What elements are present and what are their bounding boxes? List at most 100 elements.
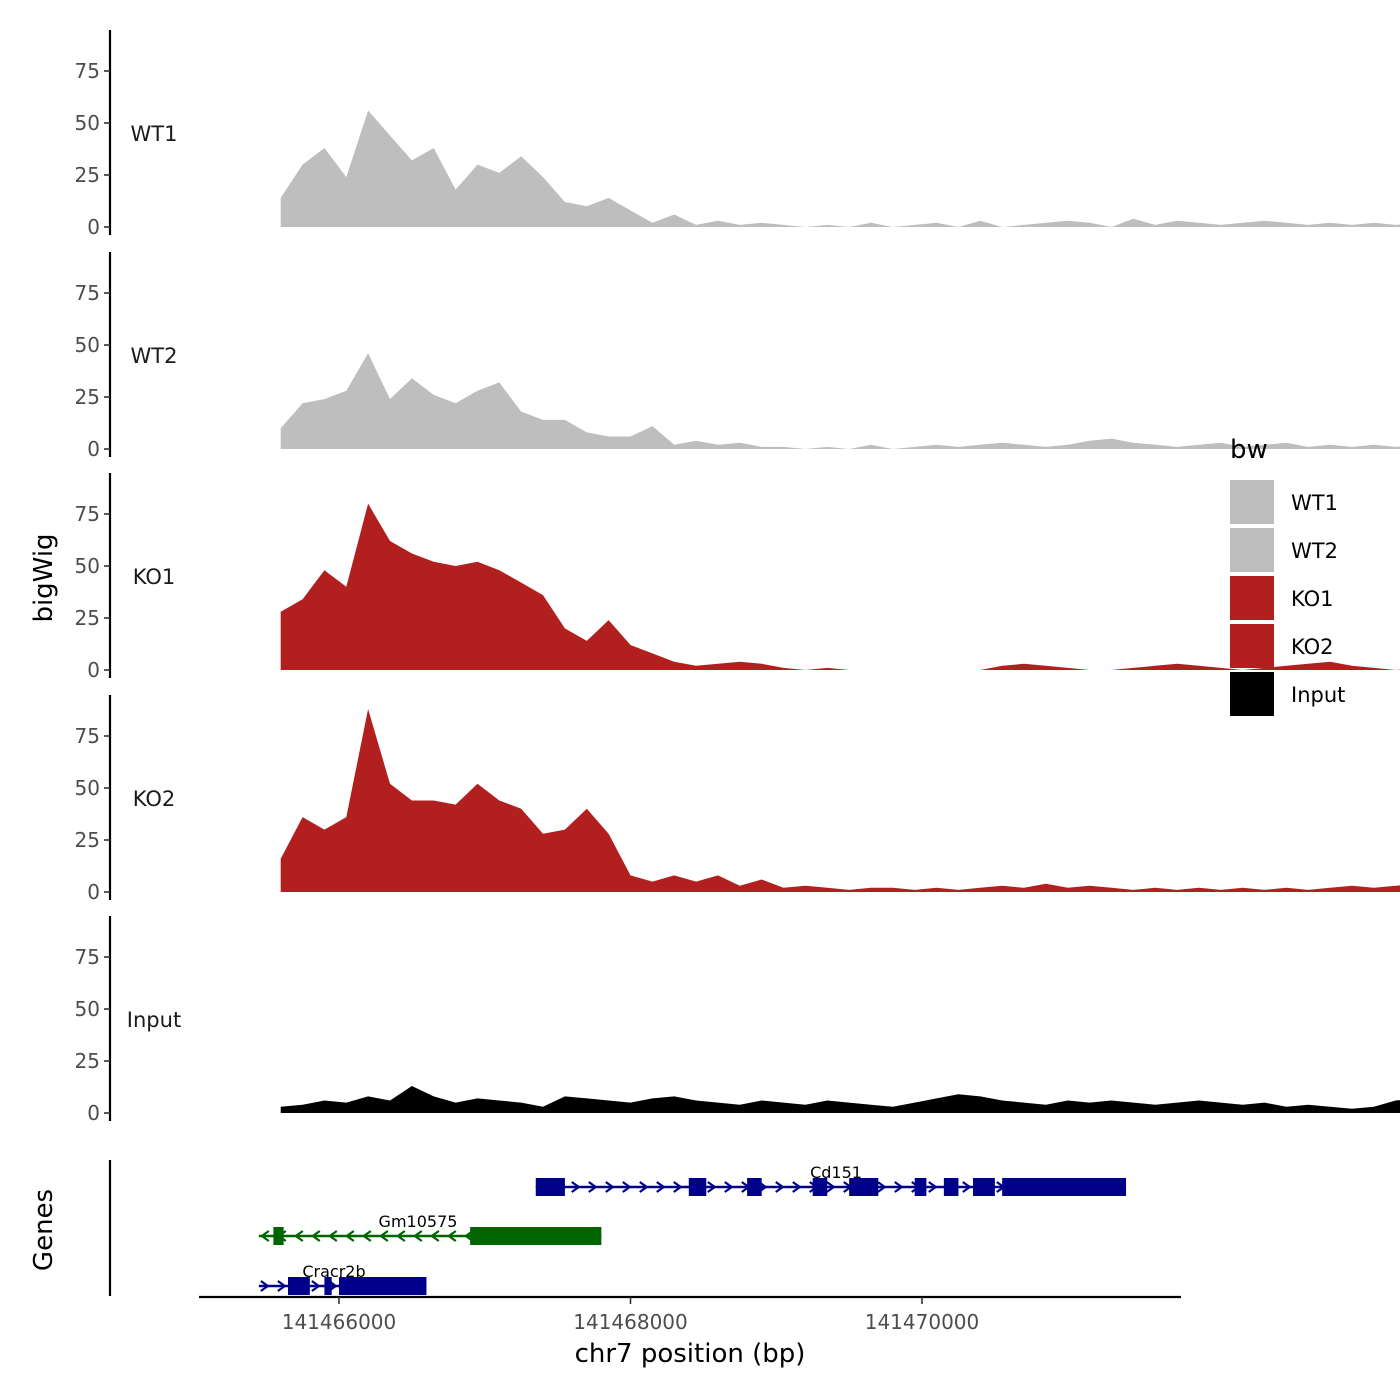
strand-arrow <box>260 1280 270 1292</box>
track-label: KO1 <box>133 565 176 589</box>
gene-exon <box>535 1178 565 1196</box>
legend-label-wt1: WT1 <box>1291 491 1338 515</box>
gene-exon <box>973 1178 995 1196</box>
gene-label: Gm10575 <box>379 1212 458 1231</box>
gene-gm10575: Gm10575 <box>258 1212 602 1245</box>
gene-cracr2b: Cracr2b <box>258 1262 427 1295</box>
strand-arrow <box>775 1181 785 1193</box>
x-axis-title: chr7 position (bp) <box>575 1339 806 1369</box>
track-ko2: 0 25 50 75 KO2 <box>75 695 1400 904</box>
legend-key-wt2 <box>1230 528 1274 572</box>
strand-arrow <box>344 1230 355 1242</box>
y-tick-label: 50 <box>75 333 100 357</box>
strand-arrow <box>310 1230 321 1242</box>
y-tick-label: 25 <box>75 1049 100 1073</box>
strand-arrow <box>894 1181 904 1193</box>
track-label: WT1 <box>131 122 178 146</box>
strand-arrow <box>962 1181 972 1193</box>
gene-exon <box>849 1178 879 1196</box>
area-ko2 <box>280 709 1400 892</box>
y-axis-title: bigWig <box>29 533 59 622</box>
y-tick-label: 0 <box>87 1101 100 1125</box>
gene-exon <box>943 1178 959 1196</box>
y-tick-label: 25 <box>75 163 100 187</box>
y-tick-label: 0 <box>87 215 100 239</box>
strand-arrow <box>928 1181 938 1193</box>
strand-arrow <box>293 1230 304 1242</box>
x-tick-label: 141470000 <box>865 1310 980 1334</box>
legend-title: bw <box>1230 435 1268 465</box>
strand-arrow <box>429 1230 440 1242</box>
track-wt2: 0 25 50 75 WT2 <box>75 252 1400 461</box>
strand-arrow <box>361 1230 372 1242</box>
strand-arrow <box>605 1181 615 1193</box>
track-label: WT2 <box>131 344 178 368</box>
y-tick-label: 25 <box>75 828 100 852</box>
legend-label-ko2: KO2 <box>1291 635 1334 659</box>
area-wt1 <box>280 110 1400 227</box>
legend-key-ko1 <box>1230 576 1274 620</box>
track-label: Input <box>127 1008 181 1032</box>
gene-exon <box>287 1277 310 1295</box>
strand-arrow <box>622 1181 632 1193</box>
y-tick-label: 25 <box>75 606 100 630</box>
y-tick-label: 50 <box>75 554 100 578</box>
y-tick-label: 50 <box>75 111 100 135</box>
x-axis: 141466000 141468000 141470000 <box>199 1295 1181 1334</box>
gene-exon <box>688 1178 707 1196</box>
gene-label: Cracr2b <box>302 1262 365 1281</box>
area-input <box>280 1086 1400 1113</box>
track-ko1: 0 25 50 75 KO1 <box>75 473 1400 682</box>
strand-arrow <box>395 1230 406 1242</box>
y-tick-label: 50 <box>75 776 100 800</box>
gene-exon <box>273 1227 284 1245</box>
x-tick-label: 141468000 <box>573 1310 688 1334</box>
strand-arrow <box>656 1181 666 1193</box>
legend-key-input <box>1230 672 1274 716</box>
legend-key-ko2 <box>1230 624 1274 668</box>
gene-exon <box>470 1227 602 1245</box>
strand-arrow <box>724 1181 734 1193</box>
gene-exon <box>747 1178 762 1196</box>
strand-arrow <box>877 1181 887 1193</box>
track-label: KO2 <box>133 787 176 811</box>
y-tick-label: 0 <box>87 880 100 904</box>
track-wt1: 0 25 50 75 WT1 <box>75 30 1400 239</box>
legend: bw WT1 WT2 KO1 KO2 Input <box>1230 435 1345 716</box>
legend-label-ko1: KO1 <box>1291 587 1334 611</box>
strand-arrow <box>673 1181 683 1193</box>
y-tick-label: 50 <box>75 997 100 1021</box>
strand-arrow <box>792 1181 802 1193</box>
x-tick-label: 141466000 <box>282 1310 397 1334</box>
strand-arrow <box>639 1181 649 1193</box>
strand-arrow <box>277 1280 287 1292</box>
gene-exon <box>324 1277 332 1295</box>
y-tick-label: 75 <box>75 502 100 526</box>
strand-arrow <box>588 1181 598 1193</box>
legend-label-wt2: WT2 <box>1291 539 1338 563</box>
legend-key-wt1 <box>1230 480 1274 524</box>
strand-arrow <box>446 1230 457 1242</box>
strand-arrow <box>826 1181 836 1193</box>
genes-axis-title: Genes <box>29 1189 59 1271</box>
strand-arrow <box>707 1181 717 1193</box>
gene-exon <box>812 1178 828 1196</box>
y-tick-label: 75 <box>75 281 100 305</box>
area-wt2 <box>280 353 1400 449</box>
signal-tracks: 0 25 50 75 WT1 0 25 50 75 WT2 0 25 50 75 KO1 0 25 50 75 KO2… <box>75 30 1400 1125</box>
strand-arrow <box>327 1230 338 1242</box>
strand-arrow <box>259 1230 270 1242</box>
strand-arrow <box>311 1280 321 1292</box>
y-tick-label: 0 <box>87 658 100 682</box>
area-ko1 <box>280 503 1400 670</box>
strand-arrow <box>571 1181 581 1193</box>
legend-label-input: Input <box>1291 683 1345 707</box>
y-tick-label: 25 <box>75 385 100 409</box>
gene-label: Cd151 <box>810 1163 862 1182</box>
gene-cd151: Cd151 <box>535 1163 1127 1196</box>
genes-panel: Cd151 Gm10575 Cracr2b <box>108 1160 1127 1296</box>
strand-arrow <box>378 1230 389 1242</box>
gene-exon <box>1002 1178 1127 1196</box>
y-tick-label: 0 <box>87 437 100 461</box>
